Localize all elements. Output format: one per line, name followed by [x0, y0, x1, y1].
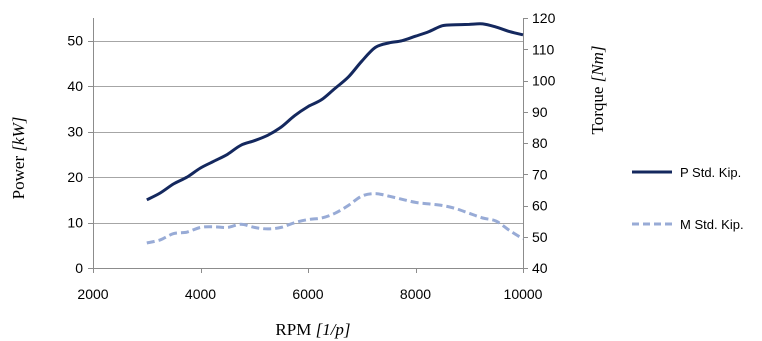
y-axis-title-left: Power [kW]: [9, 117, 28, 200]
tick-labels: 0 10 20 30 40 50 40 50 60 70 80 90 100 110 120 2000 4000…: [67, 10, 555, 302]
y-left-tick-label: 10: [67, 215, 83, 231]
y-right-tick-label: 60: [532, 198, 548, 214]
gridlines: [93, 41, 523, 224]
x-axis-title: RPM [1/p]: [275, 320, 350, 339]
series-layer: [146, 22, 524, 245]
y-right-tick-label: 50: [532, 229, 548, 245]
y-left-tick-label: 50: [67, 33, 83, 49]
y-right-tick-label: 40: [532, 260, 548, 276]
y-right-tick-label: 70: [532, 166, 548, 182]
y-right-tick-label: 110: [532, 41, 555, 57]
y-right-tick-label: 120: [532, 10, 556, 26]
x-tick-label: 4000: [185, 286, 216, 302]
y-left-tick-label: 20: [67, 169, 83, 185]
x-tick-label: 6000: [292, 286, 323, 302]
series-line-torque: [146, 192, 524, 245]
x-tick-label: 10000: [504, 286, 543, 302]
x-tick-label: 2000: [77, 286, 108, 302]
legend: P Std. Kip. M Std. Kip.: [632, 165, 744, 232]
y-right-tick-label: 90: [532, 104, 548, 120]
series-line-power: [146, 22, 524, 202]
axes: [88, 18, 528, 273]
legend-label-power: P Std. Kip.: [680, 165, 741, 180]
y-right-tick-label: 100: [532, 73, 556, 89]
legend-label-torque: M Std. Kip.: [680, 217, 744, 232]
y-left-tick-label: 0: [75, 260, 83, 276]
y-left-tick-label: 40: [67, 78, 83, 94]
y-right-tick-label: 80: [532, 135, 548, 151]
y-left-tick-label: 30: [67, 124, 83, 140]
y-axis-title-right: Torque [Nm]: [588, 45, 607, 134]
x-tick-label: 8000: [400, 286, 431, 302]
